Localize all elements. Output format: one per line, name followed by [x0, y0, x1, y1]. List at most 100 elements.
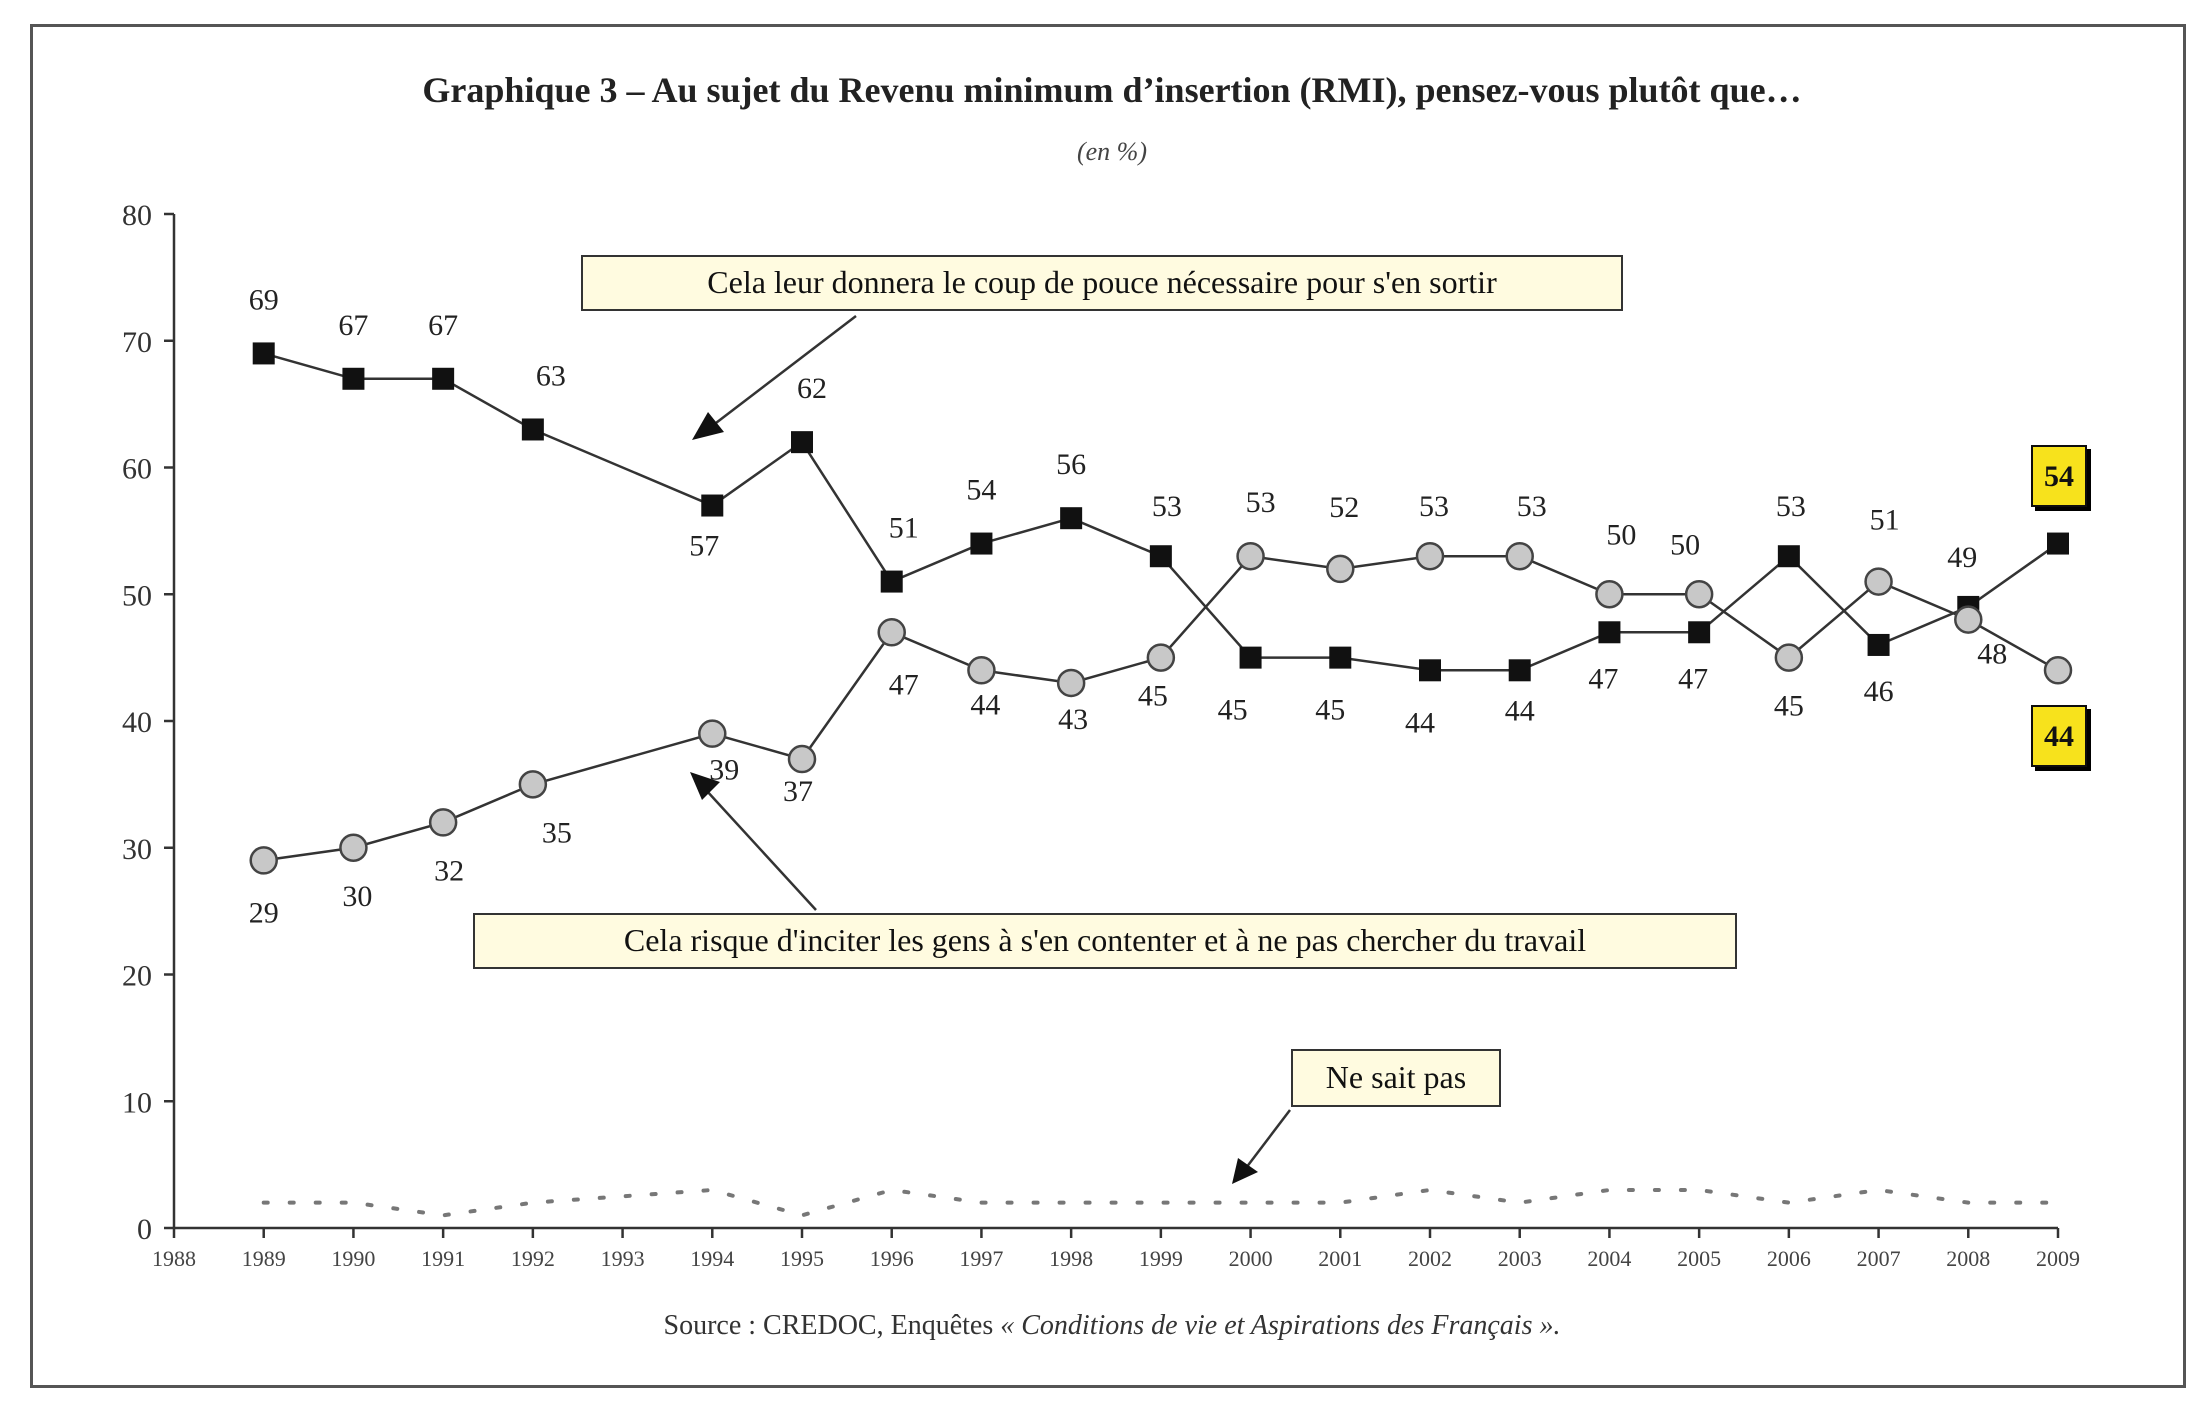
x-tick-label: 2003	[1498, 1246, 1542, 1271]
y-tick-label: 0	[137, 1213, 152, 1246]
x-tick-label: 2001	[1318, 1246, 1362, 1271]
data-point	[252, 342, 275, 365]
data-label: 35	[542, 816, 572, 849]
legend-label-box	[1291, 1049, 1501, 1107]
x-tick-label: 2000	[1229, 1246, 1273, 1271]
data-point	[1239, 646, 1262, 669]
y-tick-label: 60	[122, 453, 152, 486]
x-tick-label: 2006	[1767, 1246, 1811, 1271]
data-point	[1419, 659, 1441, 682]
end-label-text: 44	[2044, 720, 2074, 753]
x-tick-label: 2009	[2036, 1246, 2080, 1271]
source-italic: « Conditions de vie et Aspirations des F…	[1000, 1310, 1560, 1341]
data-point	[877, 618, 906, 647]
data-label: 53	[1419, 490, 1449, 523]
data-point	[970, 532, 993, 555]
x-tick-label: 1993	[601, 1246, 645, 1271]
data-point	[1777, 545, 1800, 568]
data-point	[342, 367, 365, 390]
y-tick-label: 20	[122, 960, 152, 993]
chart-subtitle: (en %)	[1077, 137, 1147, 166]
data-point	[1508, 659, 1531, 682]
data-point	[1598, 621, 1621, 644]
data-point	[1595, 580, 1624, 609]
legend-label-text: Ne sait pas	[1326, 1059, 1466, 1095]
data-point	[339, 833, 368, 862]
axes: 0 10 20 30 40 50 60 70 80 1988 1989 1990 1991 1992 199…	[122, 199, 2080, 1271]
x-tick-label: 1994	[690, 1246, 734, 1271]
y-tick-label: 70	[122, 326, 152, 359]
legend-label-ne-sait-pas: Ne sait pas	[1291, 1049, 1501, 1107]
data-point	[1236, 541, 1265, 571]
data-point	[698, 719, 727, 748]
data-point	[1056, 668, 1086, 698]
data-label: 54	[966, 474, 996, 507]
data-label: 48	[1977, 638, 2007, 671]
data-point	[1954, 605, 1983, 634]
data-label: 53	[1246, 486, 1276, 519]
x-tick-label: 2008	[1946, 1246, 1990, 1271]
chart-frame	[30, 24, 2186, 1388]
data-point	[1774, 643, 1804, 672]
data-label: 30	[342, 880, 372, 913]
y-tick-label: 80	[122, 199, 152, 232]
data-label: 53	[1776, 490, 1806, 523]
data-label: 62	[797, 372, 827, 405]
data-label: 44	[1505, 694, 1535, 727]
data-label: 45	[1315, 694, 1345, 727]
data-point	[1867, 633, 1890, 656]
y-tick-label: 50	[122, 579, 152, 612]
x-tick-label: 2002	[1408, 1246, 1452, 1271]
data-point	[1415, 541, 1445, 571]
legend-label-box	[581, 255, 1623, 311]
y-tick-label: 40	[122, 706, 152, 739]
data-label: 43	[1058, 703, 1088, 736]
annotation-arrow	[690, 772, 817, 911]
data-label: 57	[689, 530, 719, 563]
legend-label-coup-de-pouce: Cela leur donnera le coup de pouce néces…	[581, 255, 1623, 311]
x-tick-label: 2005	[1677, 1246, 1721, 1271]
data-label: 44	[970, 688, 1000, 721]
end-label-text: 54	[2044, 460, 2074, 493]
data-point	[249, 846, 278, 875]
x-tick-label: 2004	[1587, 1246, 1631, 1271]
data-point	[1326, 554, 1355, 584]
data-label: 50	[1606, 518, 1636, 551]
data-point	[521, 418, 544, 441]
data-point	[787, 744, 817, 774]
data-point	[701, 494, 724, 517]
end-label-44: 44	[2031, 705, 2087, 767]
series-line	[261, 1187, 2060, 1218]
source-note: Source : CREDOC, Enquêtes « Conditions d…	[664, 1310, 1561, 1341]
data-label: 50	[1670, 528, 1700, 561]
legend-label-text: Cela leur donnera le coup de pouce néces…	[707, 264, 1497, 300]
y-tick-label: 10	[122, 1086, 152, 1119]
annotation-arrow	[692, 315, 857, 440]
data-label: 45	[1138, 680, 1168, 713]
chart-title: Graphique 3 – Au sujet du Revenu minimum…	[422, 70, 1801, 110]
end-label-box	[2031, 705, 2087, 767]
data-label: 67	[428, 309, 458, 342]
data-label: 29	[249, 896, 279, 929]
legend-label-text: Cela risque d'inciter les gens à s'en co…	[624, 922, 1586, 958]
data-label: 49	[1947, 541, 1977, 574]
x-tick-label: 1998	[1049, 1246, 1093, 1271]
data-label: 47	[1678, 662, 1708, 695]
data-point	[1060, 507, 1083, 530]
y-tick-label: 30	[122, 833, 152, 866]
source-prefix: Source : CREDOC, Enquêtes	[664, 1310, 1001, 1341]
x-tick-label: 1996	[870, 1246, 914, 1271]
data-point	[428, 808, 458, 837]
series-3	[261, 1187, 2060, 1218]
x-tick-label: 1995	[780, 1246, 824, 1271]
data-point	[2043, 656, 2073, 685]
end-label-box	[2031, 445, 2087, 507]
legend-label-inciter: Cela risque d'inciter les gens à s'en co…	[473, 913, 1737, 969]
x-tick-label: 2007	[1857, 1246, 1901, 1271]
data-label: 46	[1864, 675, 1894, 708]
data-label: 51	[1870, 504, 1900, 537]
data-label: 45	[1774, 690, 1804, 723]
data-point	[1684, 580, 1714, 609]
data-point	[791, 431, 813, 454]
